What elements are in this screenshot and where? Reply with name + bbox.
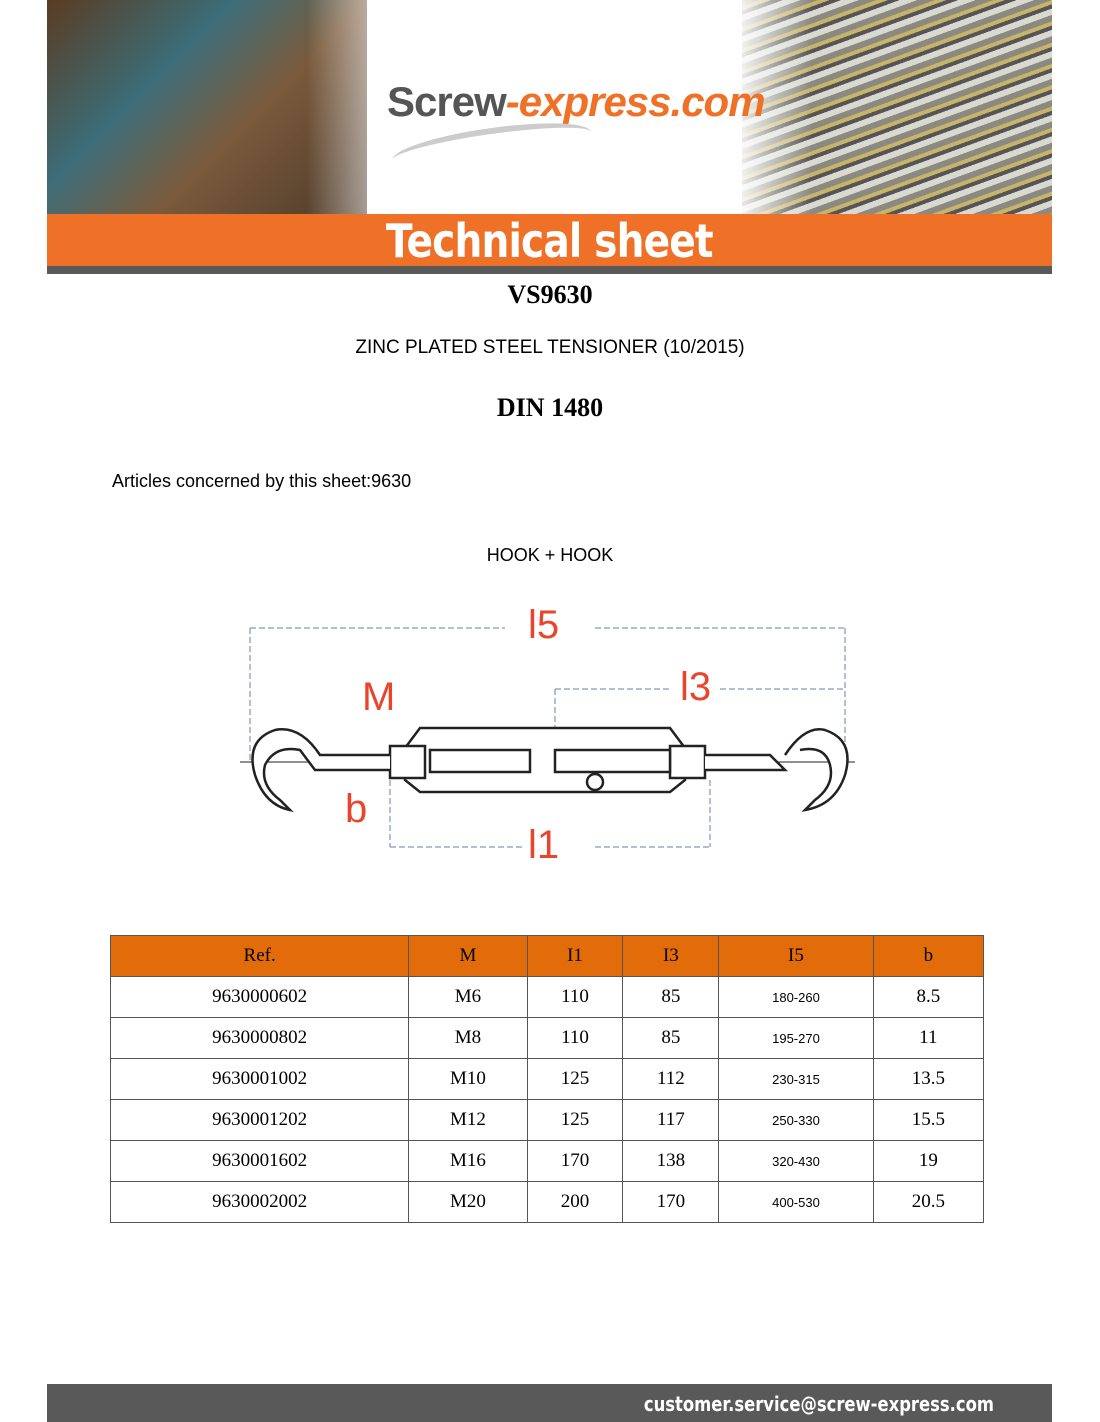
- table-cell: M8: [408, 1017, 528, 1059]
- table-cell: 9630000802: [109, 1017, 410, 1059]
- table-cell: 170: [526, 1140, 624, 1182]
- label-l1: l1: [528, 823, 559, 867]
- reference: VS9630: [507, 280, 593, 309]
- description: ZINC PLATED STEEL TENSIONER (10/2015): [355, 337, 745, 358]
- col-l1: I1: [526, 935, 624, 977]
- label-b: b: [345, 787, 367, 831]
- table-cell: M10: [408, 1058, 528, 1100]
- label-l3: l3: [680, 665, 711, 709]
- footer-bar: customer.service@screw-express.com: [47, 1384, 1052, 1422]
- table-row: 9630000602 M6 110 85 180-260 8.5: [109, 976, 985, 1018]
- tools-photo: [47, 0, 427, 214]
- col-l3: I3: [622, 935, 720, 977]
- table-row: 9630002002 M20 200 170 400-530 20.5: [109, 1181, 985, 1223]
- label-m: M: [362, 675, 395, 719]
- table-cell: M16: [408, 1140, 528, 1182]
- variant: HOOK + HOOK: [486, 545, 614, 565]
- table-row: 9630001202 M12 125 117 250-330 15.5: [109, 1099, 985, 1141]
- tensioner-body: [240, 726, 855, 813]
- table-cell: 20.5: [872, 1181, 985, 1223]
- table-cell: 9630001602: [109, 1140, 410, 1182]
- screws-photo: [732, 0, 1052, 214]
- table-cell: 9630001002: [109, 1058, 410, 1100]
- table-cell: 400-530: [718, 1181, 874, 1223]
- table-cell: 9630002002: [109, 1181, 410, 1223]
- table-row: 9630000802 M8 110 85 195-270 11: [109, 1017, 985, 1059]
- table-cell: 11: [872, 1017, 985, 1059]
- header-banner: Screw-express.com: [47, 0, 1052, 214]
- table-cell: 85: [622, 976, 720, 1018]
- table-cell: 195-270: [718, 1017, 874, 1059]
- dimension-labels: l5 l3 l1 M b: [345, 603, 711, 867]
- col-b: b: [872, 935, 985, 977]
- dimensions-table: Ref. M I1 I3 I5 b 9630000602 M6 110 85 180-2…: [109, 935, 985, 1223]
- table-cell: 85: [622, 1017, 720, 1059]
- sheet-title: Technical sheet: [386, 214, 714, 268]
- table-cell: M6: [408, 976, 528, 1018]
- table-header-row: Ref. M I1 I3 I5 b: [109, 935, 985, 977]
- table-cell: 170: [622, 1181, 720, 1223]
- table-cell: 9630001202: [109, 1099, 410, 1141]
- col-m: M: [408, 935, 528, 977]
- articles-line: Articles concerned by this sheet:9630: [112, 471, 412, 491]
- table-row: 9630001002 M10 125 112 230-315 13.5: [109, 1058, 985, 1100]
- table-cell: 180-260: [718, 976, 874, 1018]
- dimension-lines: [249, 627, 846, 848]
- table-cell: 110: [526, 976, 624, 1018]
- table-cell: 320-430: [718, 1140, 874, 1182]
- table-cell: 250-330: [718, 1099, 874, 1141]
- table-cell: 117: [622, 1099, 720, 1141]
- standard: DIN 1480: [496, 393, 604, 422]
- table-cell: 125: [526, 1099, 624, 1141]
- table-cell: 8.5: [872, 976, 985, 1018]
- table-cell: 138: [622, 1140, 720, 1182]
- table-cell: 110: [526, 1017, 624, 1059]
- contact-email[interactable]: customer.service@screw-express.com: [643, 1392, 994, 1416]
- table-cell: M12: [408, 1099, 528, 1141]
- table-cell: 200: [526, 1181, 624, 1223]
- table-cell: 19: [872, 1140, 985, 1182]
- label-l5: l5: [528, 603, 559, 647]
- table-cell: 112: [622, 1058, 720, 1100]
- table-cell: 15.5: [872, 1099, 985, 1141]
- logo: Screw-express.com: [387, 78, 766, 125]
- title-bar: Technical sheet: [47, 214, 1052, 274]
- col-ref: Ref.: [109, 935, 410, 977]
- table-cell: 125: [526, 1058, 624, 1100]
- table-cell: M20: [408, 1181, 528, 1223]
- table-row: 9630001602 M16 170 138 320-430 19: [109, 1140, 985, 1182]
- table-cell: 9630000602: [109, 976, 410, 1018]
- col-l5: I5: [718, 935, 874, 977]
- table-cell: 230-315: [718, 1058, 874, 1100]
- table-cell: 13.5: [872, 1058, 985, 1100]
- tensioner-diagram: l5 l3 l1 M b: [240, 603, 855, 867]
